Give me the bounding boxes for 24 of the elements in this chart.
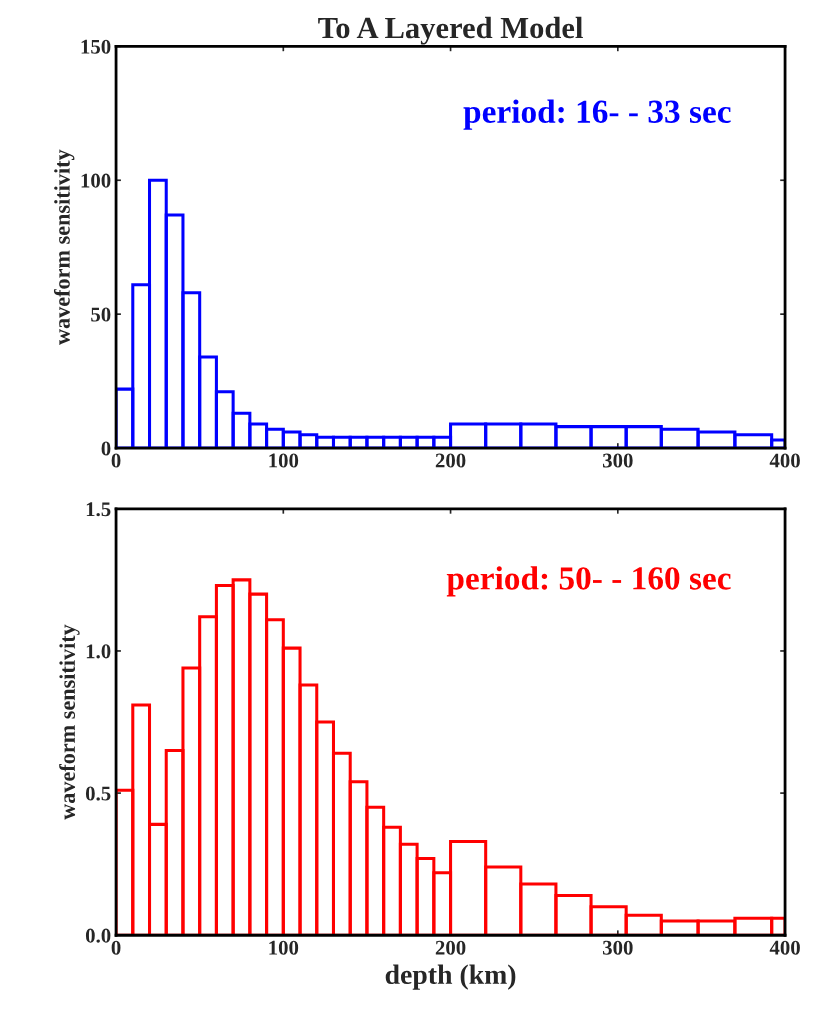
y-tick-label: 1.0 [86, 644, 111, 659]
x-tick-label: 100 [269, 940, 299, 955]
y-tick-label: 1.5 [86, 502, 111, 517]
y-tick-label: 100 [81, 173, 111, 188]
y-axis-title: waveform sensitivity [53, 149, 75, 345]
x-tick-label: 100 [269, 453, 299, 468]
y-tick-label: 0.5 [85, 786, 111, 801]
chart-title: To A Layered Model [318, 16, 583, 45]
annotation: period: 16- - 33 sec [463, 99, 731, 130]
y-tick-label: 50 [91, 307, 111, 322]
x-tick-label: 300 [602, 453, 633, 468]
x-tick-label: 200 [435, 940, 466, 955]
y-tick-label: 0 [101, 441, 111, 456]
annotation: period: 50- - 160 sec [446, 566, 731, 597]
x-tick-label: 300 [602, 940, 633, 955]
y-tick-label: 0.0 [85, 928, 111, 943]
x-tick-label: 400 [769, 453, 800, 468]
x-tick-label: 0 [111, 453, 121, 468]
y-tick-label: 150 [81, 39, 111, 54]
x-tick-label: 0 [111, 940, 121, 955]
y-axis-title: waveform sensitivity [59, 624, 80, 820]
x-tick-label: 200 [435, 453, 466, 468]
x-tick-label: 400 [769, 940, 800, 955]
x-axis-title: depth (km) [385, 964, 516, 990]
